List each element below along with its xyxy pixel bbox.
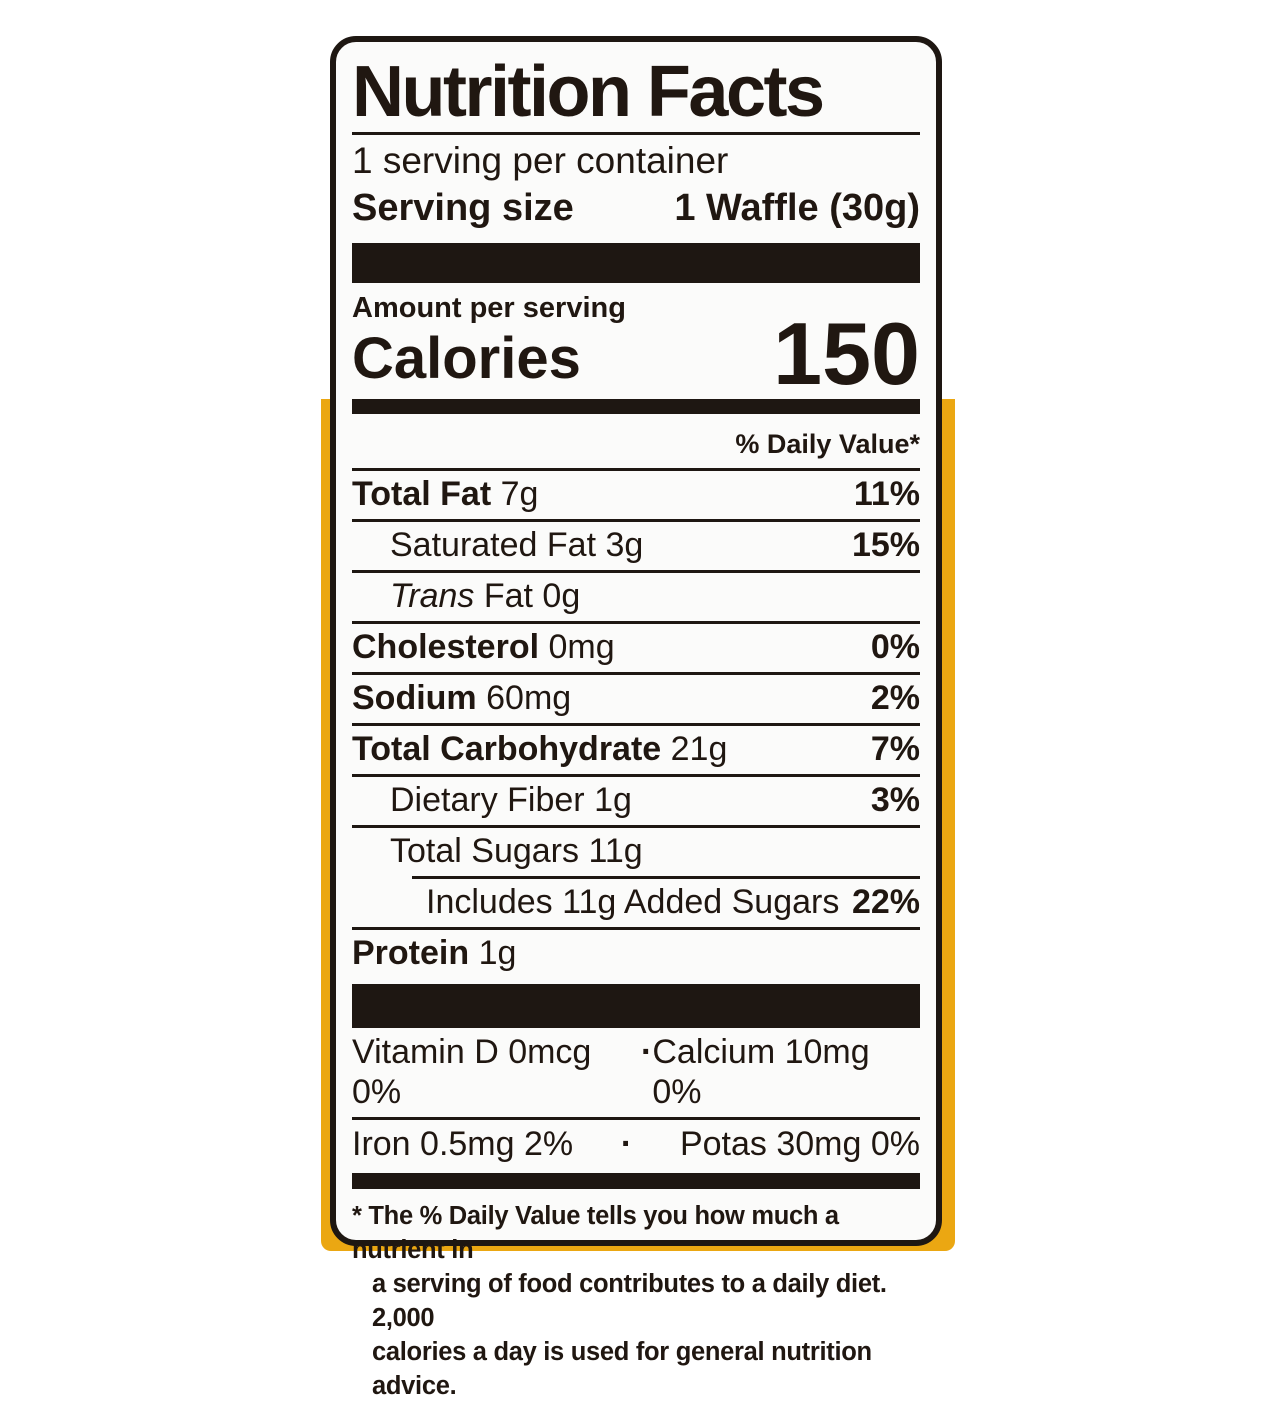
- nutrient-row-trans-fat: Trans Fat 0g: [390, 577, 581, 615]
- vitamin-d-value: Vitamin D 0mcg 0%: [352, 1033, 592, 1111]
- separator-dot: ·: [641, 1033, 653, 1071]
- panel-title: Nutrition Facts: [352, 52, 825, 132]
- serving-size-label: Serving size: [352, 187, 574, 229]
- footnote-line-1: * The % Daily Value tells you how much a…: [352, 1202, 839, 1264]
- calories-row: Calories 150: [352, 310, 920, 398]
- nutrition-facts-panel: Nutrition Facts 1 serving per container …: [330, 36, 942, 1400]
- nutrient-row-protein: Protein 1g: [352, 934, 517, 972]
- footnote-line-2: a serving of food contributes to a daily…: [372, 1270, 887, 1332]
- calories-value: 150: [773, 304, 920, 403]
- serving-size-value: 1 Waffle (30g): [674, 187, 920, 229]
- nutrient-row-dietary-fiber: Dietary Fiber 1g 3%: [390, 781, 920, 819]
- nutrient-row-total-carbohydrate: Total Carbohydrate 21g 7%: [352, 730, 920, 768]
- servings-per-container: 1 serving per container: [352, 140, 729, 181]
- separator-bar-medium: [352, 399, 920, 414]
- separator-bar-thick-2: [352, 984, 920, 1028]
- iron-value: Iron 0.5mg 2%: [352, 1125, 574, 1163]
- micronutrient-row-1: Vitamin D 0mcg 0% · Calcium 10mg 0%: [352, 1028, 920, 1117]
- nutrient-row-saturated-fat: Saturated Fat 3g 15%: [390, 526, 920, 564]
- potassium-value: Potas 30mg 0%: [679, 1125, 920, 1163]
- calcium-value: Calcium 10mg 0%: [652, 1033, 870, 1111]
- nutrient-row-total-fat: Total Fat 7g 11%: [352, 475, 920, 513]
- daily-value-header: % Daily Value*: [735, 429, 920, 459]
- title-rule: [352, 132, 920, 135]
- separator-bar-thick: [352, 243, 920, 283]
- micronutrient-row-2: Iron 0.5mg 2% · Potas 30mg 0%: [352, 1120, 920, 1169]
- footnote-line-3: calories a day is used for general nutri…: [372, 1338, 872, 1400]
- serving-size-row: Serving size 1 Waffle (30g): [352, 185, 920, 231]
- page-background: { "label": { "title": "Nutrition Facts",…: [321, 36, 955, 1400]
- calories-label: Calories: [352, 326, 581, 391]
- nutrient-row-sodium: Sodium 60mg 2%: [352, 679, 920, 717]
- nutrient-row-total-sugars: Total Sugars 11g: [390, 832, 643, 870]
- amount-per-serving-label: Amount per serving: [352, 292, 626, 324]
- nutrient-row-added-sugars: Includes 11g Added Sugars 22%: [426, 883, 920, 921]
- separator-dot: ·: [620, 1125, 633, 1163]
- nutrient-row-cholesterol: Cholesterol 0mg 0%: [352, 628, 920, 666]
- separator-bar-small: [352, 1173, 920, 1189]
- daily-value-footnote: * The % Daily Value tells you how much a…: [352, 1199, 920, 1403]
- partial-rule: [412, 876, 920, 879]
